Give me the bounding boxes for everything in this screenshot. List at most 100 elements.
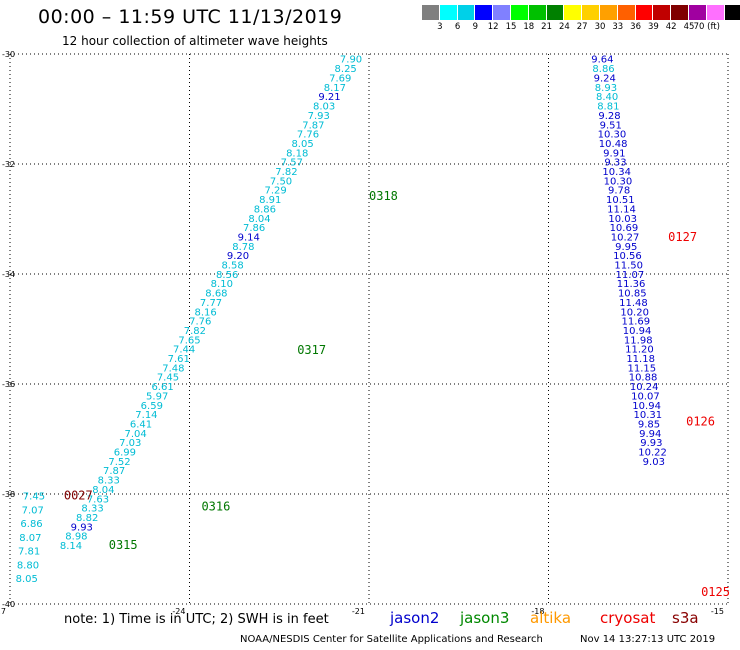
- wave-height-label: 9.91: [603, 148, 625, 159]
- color-swatch: [457, 5, 476, 20]
- color-swatch: [635, 5, 654, 20]
- pass-time-label: 0317: [297, 343, 326, 357]
- wave-height-label: 8.80: [17, 560, 39, 571]
- wave-height-label: 5.97: [146, 391, 168, 402]
- wave-height-label: 8.18: [286, 148, 308, 159]
- wave-height-label: 7.86: [243, 223, 265, 234]
- wave-height-label: 7.81: [18, 547, 40, 558]
- wave-height-label: 10.30: [604, 176, 633, 187]
- wave-height-label: 9.93: [640, 438, 662, 449]
- wave-height-label: 6.99: [114, 448, 136, 459]
- color-scale-label: 30: [594, 22, 606, 32]
- y-tick-label: -34: [2, 270, 15, 279]
- color-scale-label: 42: [665, 22, 677, 32]
- wave-height-label: 7.77: [200, 298, 222, 309]
- color-swatch: [493, 5, 511, 20]
- wave-height-label: 6.86: [20, 519, 42, 530]
- wave-height-label: 8.86: [592, 64, 614, 75]
- x-tick-label: -15: [711, 607, 724, 616]
- color-scale-label: 39: [647, 22, 659, 32]
- wave-height-label: 8.05: [16, 574, 38, 585]
- color-scale-label: 3: [437, 22, 443, 32]
- wave-height-label: 10.03: [608, 214, 637, 225]
- wave-height-label: 8.33: [98, 476, 120, 487]
- wave-height-label: 7.48: [162, 363, 184, 374]
- x-tick-label: -21: [352, 607, 365, 616]
- wave-height-label: 9.20: [227, 251, 249, 262]
- wave-height-label: 8.03: [313, 102, 335, 113]
- wave-height-label: 10.94: [623, 326, 652, 337]
- y-tick-label: -36: [2, 380, 15, 389]
- color-scale-label: 21: [541, 22, 553, 32]
- color-scale-label: 27: [576, 22, 588, 32]
- color-swatch: [688, 5, 707, 20]
- color-scale-label: 6: [454, 22, 461, 32]
- color-swatch: [510, 5, 529, 20]
- wave-height-label: 9.33: [604, 158, 626, 169]
- wave-height-label: 8.40: [596, 92, 618, 103]
- wave-height-label: 8.05: [291, 139, 313, 150]
- wave-height-label: 10.22: [638, 448, 667, 459]
- color-swatch: [706, 5, 725, 20]
- wave-height-label: 7.87: [302, 120, 324, 131]
- wave-height-label: 7.57: [281, 158, 303, 169]
- x-tick-label: -24: [172, 607, 185, 616]
- wave-height-label: 7.45: [23, 492, 45, 503]
- wave-height-label: 7.50: [270, 176, 292, 187]
- pass-time-label: 0027: [64, 489, 93, 503]
- wave-height-label: 7.07: [22, 505, 44, 516]
- wave-height-label: 8.17: [324, 83, 346, 94]
- color-swatch: [546, 5, 565, 20]
- pass-time-label: 0315: [109, 538, 138, 552]
- wave-height-label: 8.56: [216, 270, 238, 281]
- wave-height-label: 11.36: [617, 279, 646, 290]
- wave-height-label: 10.88: [629, 373, 658, 384]
- wave-height-label: 10.85: [618, 289, 647, 300]
- wave-height-label: 7.52: [108, 457, 130, 468]
- wave-height-label: 7.93: [308, 111, 330, 122]
- color-scale-label: 45: [683, 22, 695, 32]
- color-scale-bar: [422, 5, 740, 20]
- wave-height-label: 8.82: [76, 513, 98, 524]
- legend-item-jason3: jason3: [460, 609, 510, 627]
- wave-height-label: 9.64: [591, 54, 613, 65]
- color-scale-label: 24: [558, 22, 570, 32]
- wave-height-label: 10.20: [620, 307, 649, 318]
- wave-height-label: 7.03: [119, 438, 141, 449]
- y-tick-label: -30: [2, 50, 15, 59]
- wave-height-label: 7.63: [87, 494, 109, 505]
- wave-height-label: 11.98: [624, 335, 653, 346]
- color-swatch: [599, 5, 618, 20]
- wave-height-label: 7.82: [184, 326, 206, 337]
- wave-height-label: 7.69: [329, 74, 351, 85]
- wave-height-label: 8.93: [595, 83, 617, 94]
- wave-height-label: 8.91: [259, 195, 281, 206]
- wave-height-label: 8.07: [19, 533, 41, 544]
- color-swatch: [617, 5, 636, 20]
- credit-text: NOAA/NESDIS Center for Satellite Applica…: [240, 634, 543, 645]
- wave-height-label: 11.14: [607, 204, 636, 215]
- wave-height-label: 9.95: [615, 242, 637, 253]
- wave-height-label: 7.82: [275, 167, 297, 178]
- wave-height-label: 7.04: [125, 429, 147, 440]
- wave-height-label: 11.20: [625, 345, 654, 356]
- wave-height-label: 11.69: [622, 317, 651, 328]
- color-swatch: [439, 5, 458, 20]
- pass-time-label: 0318: [369, 189, 398, 203]
- wave-height-label: 8.04: [248, 214, 270, 225]
- color-swatch: [653, 5, 672, 20]
- pass-time-label: 0126: [686, 414, 715, 428]
- color-swatch: [724, 5, 740, 20]
- wave-height-label: 10.69: [610, 223, 639, 234]
- wave-height-label: 6.59: [141, 401, 163, 412]
- wave-height-label: 7.76: [297, 130, 319, 141]
- wave-height-label: 10.51: [606, 195, 635, 206]
- wave-height-label: 7.87: [103, 466, 125, 477]
- wave-height-label: 10.48: [599, 139, 628, 150]
- legend-item-altika: altika: [530, 609, 572, 627]
- wave-height-label: 11.18: [626, 354, 655, 365]
- wave-height-label: 7.65: [178, 335, 200, 346]
- units-note: note: 1) Time is in UTC; 2) SWH is in fe…: [64, 612, 329, 627]
- wave-height-label: 8.98: [65, 532, 87, 543]
